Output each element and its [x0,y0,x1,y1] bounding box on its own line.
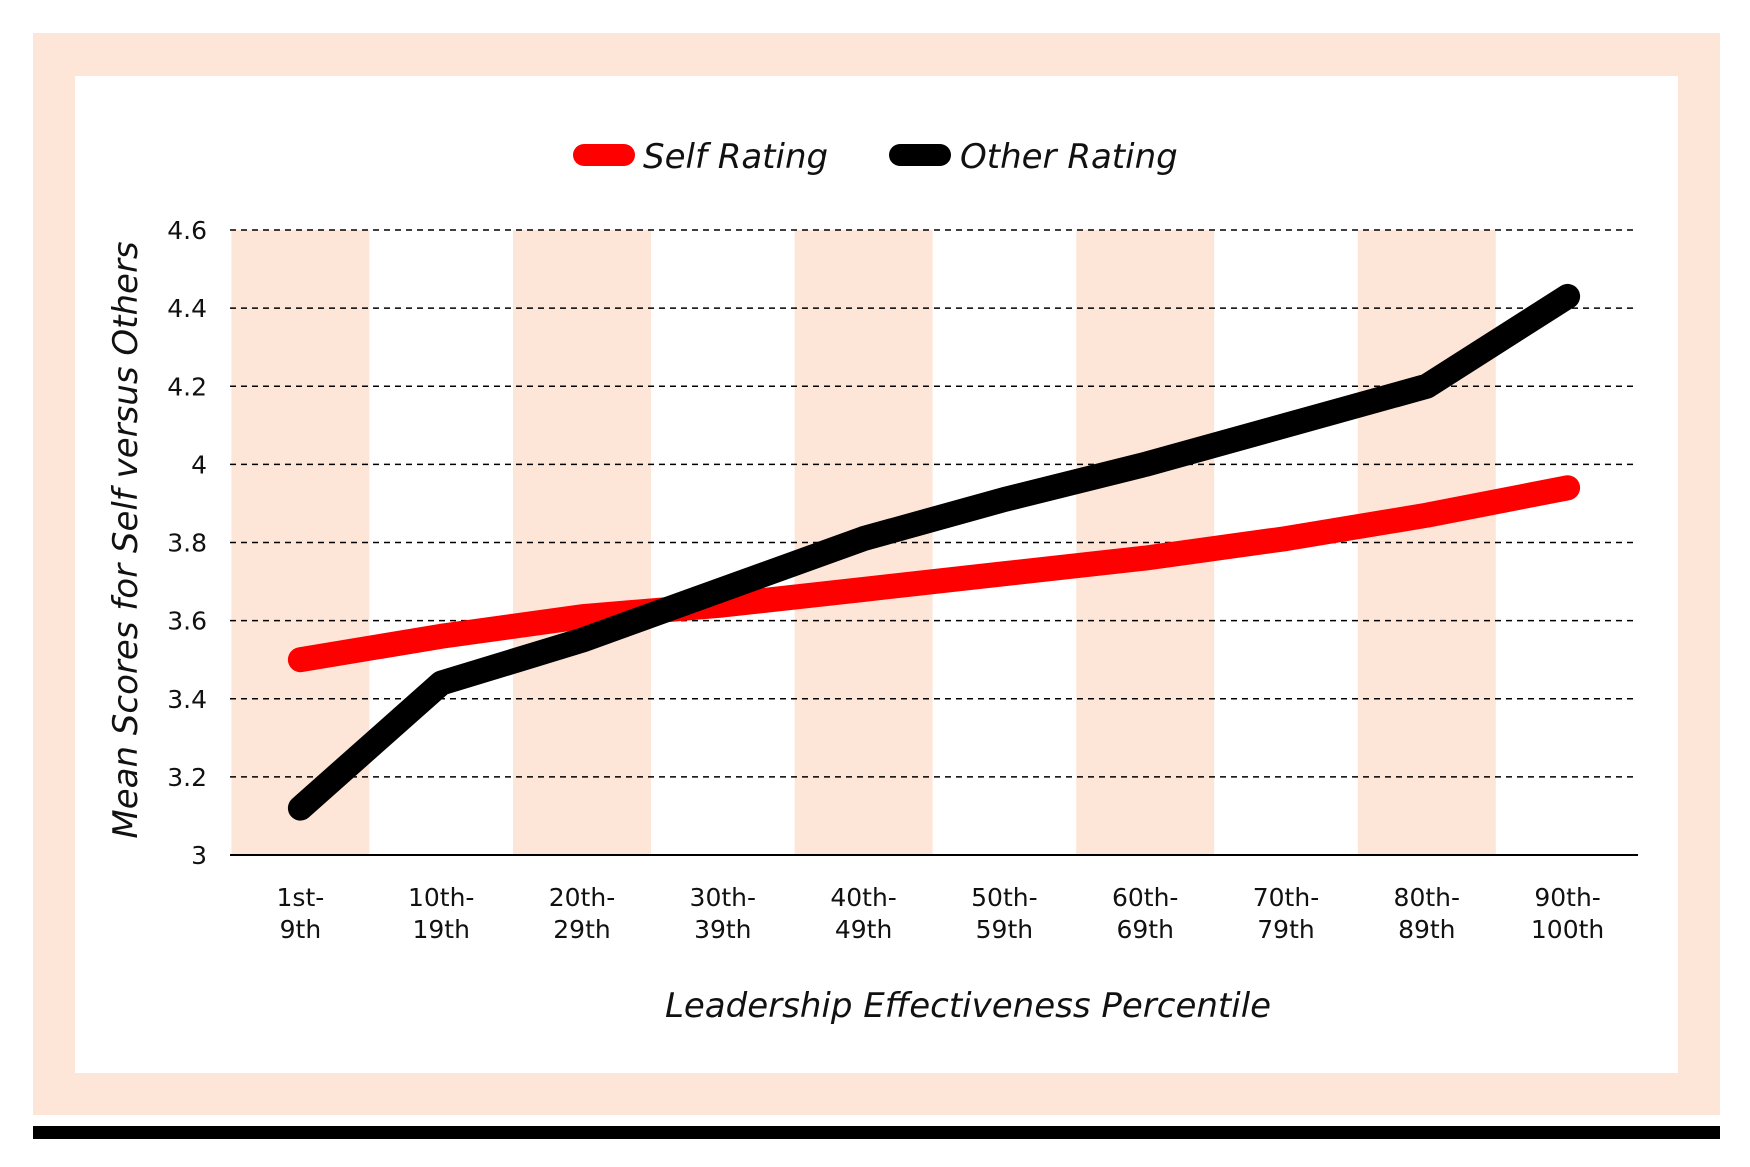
y-tick-label: 3.2 [167,763,207,792]
data-point [1001,496,1008,503]
y-tick-label: 4.2 [167,372,207,401]
gridlines [230,229,1638,856]
x-axis-title: Leadership Effectiveness Percentile [665,986,1271,1026]
legend-label: Other Rating [960,137,1178,177]
data-point [1142,461,1149,468]
column-bands [231,230,1496,855]
x-tick-label: 50th-59th [971,883,1037,944]
x-tick-label: 1st-9th [277,883,325,944]
data-point [1564,293,1571,300]
data-point [860,535,867,542]
legend-label: Self Rating [643,137,828,177]
series-lines [287,283,1581,821]
data-point [860,586,867,593]
x-tick-label: 70th-79th [1253,883,1319,944]
legend: Self Rating Other Rating [573,137,1178,177]
y-axis-ticks: 3 3.2 3.4 3.6 3.8 4 4.2 4.4 4.6 [167,216,207,870]
x-tick-label: 90th-100th [1531,883,1604,944]
series-line-other-rating [287,283,1581,821]
x-tick-label: 20th-29th [549,883,615,944]
data-point [1564,484,1571,491]
x-tick-label: 30th-39th [690,883,756,944]
x-tick-label: 80th-89th [1394,883,1460,944]
data-point [1423,383,1430,390]
data-point [719,602,726,608]
data-point [579,637,585,644]
data-point [438,680,445,687]
data-point [297,656,304,663]
x-tick-label: 40th-49th [830,883,896,944]
x-tick-label: 60th-69th [1112,883,1178,944]
series-line-self-rating [287,475,1581,673]
y-tick-label: 3.4 [167,685,207,714]
data-point [719,586,726,593]
data-point [1423,512,1430,519]
y-tick-label: 3.6 [167,607,207,636]
bottom-rule [33,1126,1720,1139]
data-point [438,633,445,640]
y-tick-label: 4 [191,450,207,479]
y-tick-label: 4.6 [167,216,207,245]
y-tick-label: 3.8 [167,529,207,558]
data-point [1142,555,1149,562]
data-point [1283,422,1289,429]
data-point [1283,535,1289,542]
x-axis-ticks: 1st-9th 10th-19th 20th-29th 30th-39th 40th-4… [277,883,1605,944]
data-point [1001,570,1008,577]
data-point [297,805,304,812]
column-band [1357,230,1496,855]
x-tick-label: 10th-19th [408,883,474,944]
y-tick-label: 4.4 [167,294,207,323]
data-point [579,613,585,620]
y-axis-title: Mean Scores for Self versus Others [106,241,146,838]
y-tick-label: 3 [191,841,207,870]
